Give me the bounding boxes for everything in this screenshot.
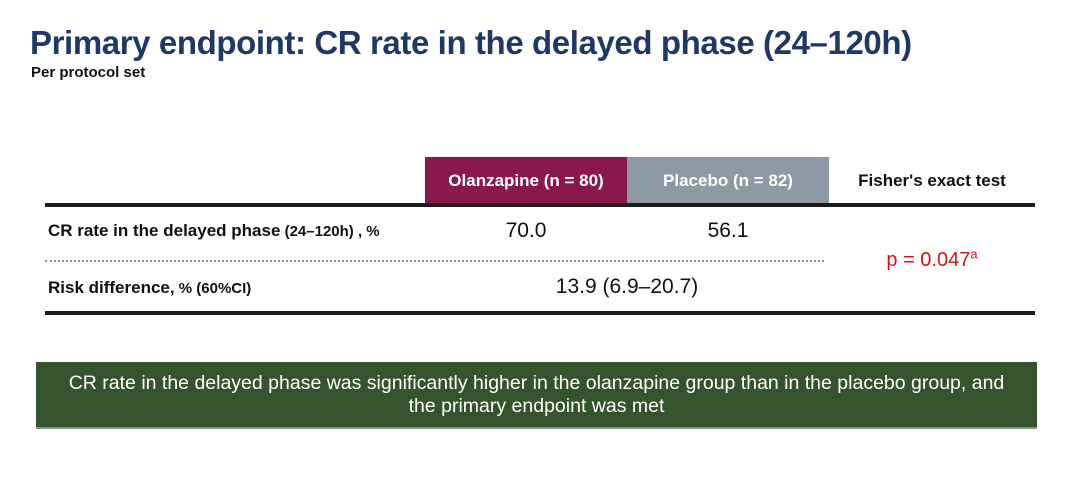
p-value: p = 0.047a	[829, 246, 1035, 272]
p-value-text: p = 0.047	[886, 249, 971, 271]
row-label-cr-rate-main: CR rate in the delayed phase	[48, 221, 281, 240]
table-dotted-divider	[45, 260, 824, 262]
cell-cr-rate-olanzapine: 70.0	[505, 219, 547, 242]
p-value-superscript: a	[970, 246, 978, 262]
column-header-placebo: Placebo (n = 82)	[627, 157, 829, 204]
page-subtitle: Per protocol set	[31, 64, 146, 81]
table-top-rule	[45, 203, 1035, 207]
cell-cr-rate-placebo: 56.1	[707, 219, 749, 242]
row-label-risk-difference: Risk difference, % (60%CI)	[48, 278, 251, 298]
column-header-placebo-label: Placebo (n = 82)	[663, 170, 793, 190]
row-label-risk-difference-main: Risk difference,	[48, 278, 175, 297]
column-header-olanzapine: Olanzapine (n = 80)	[425, 157, 627, 204]
table-bottom-rule	[45, 311, 1035, 315]
column-header-fisher-test: Fisher's exact test	[829, 157, 1035, 204]
row-label-cr-rate-sub: (24–120h) , %	[280, 223, 380, 240]
conclusion-banner-text: CR rate in the delayed phase was signifi…	[68, 371, 1005, 417]
row-label-risk-difference-sub: % (60%CI)	[174, 280, 252, 297]
cell-risk-difference-combined: 13.9 (6.9–20.7)	[555, 275, 699, 298]
row-label-cr-rate: CR rate in the delayed phase (24–120h) ,…	[48, 221, 380, 241]
column-header-fisher-test-label: Fisher's exact test	[858, 170, 1006, 190]
page-title: Primary endpoint: CR rate in the delayed…	[30, 24, 912, 61]
conclusion-banner: CR rate in the delayed phase was signifi…	[36, 362, 1037, 429]
column-header-olanzapine-label: Olanzapine (n = 80)	[448, 170, 604, 190]
